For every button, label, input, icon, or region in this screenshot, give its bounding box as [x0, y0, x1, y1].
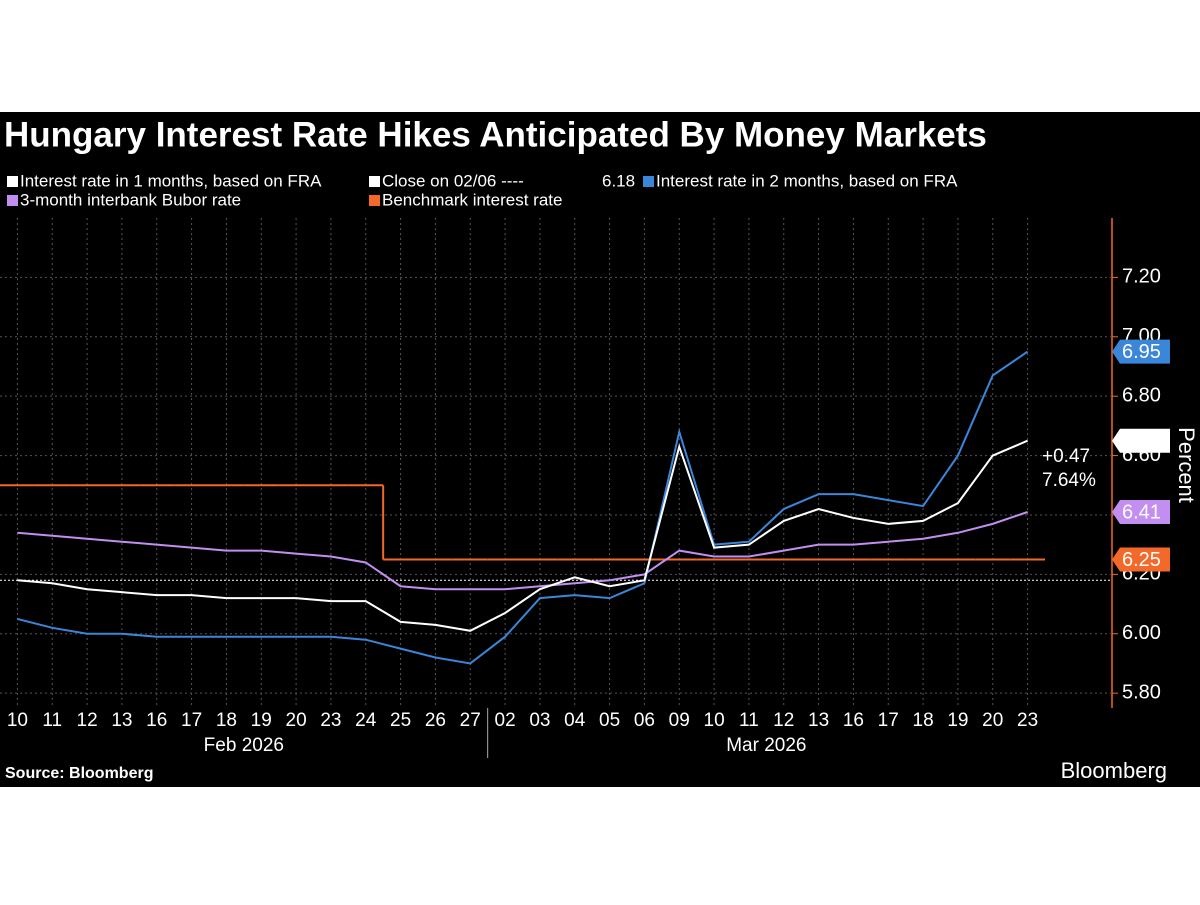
x-tick-label: 05	[599, 710, 620, 731]
x-tick-label: 25	[390, 710, 411, 731]
x-tick-label: 16	[843, 710, 864, 731]
x-tick-label: 19	[251, 710, 272, 731]
x-tick-label: 02	[495, 710, 516, 731]
legend-swatch	[7, 176, 18, 187]
legend-swatch	[643, 176, 654, 187]
brand: Bloomberg	[1061, 758, 1167, 783]
annotation: +0.47	[1042, 446, 1090, 467]
x-tick-label: 10	[7, 710, 28, 731]
series-line	[17, 350, 1029, 665]
x-tick-label: 23	[1017, 710, 1038, 731]
x-tick-label: 13	[111, 710, 132, 731]
y-tick-label: 6.00	[1122, 622, 1161, 644]
legend-label: Close on 02/06 ----	[382, 171, 524, 190]
end-value-label: 6.25	[1122, 549, 1161, 571]
x-tick-label: 18	[913, 710, 934, 731]
x-tick-label: 27	[460, 710, 481, 731]
legend-label: 6.18	[602, 171, 635, 190]
legend-label: 3-month interbank Bubor rate	[20, 190, 241, 209]
end-value-label: 6.95	[1122, 341, 1161, 363]
end-value-label: 6.65	[1122, 430, 1161, 452]
y-tick-label: 7.20	[1122, 266, 1161, 288]
series-line	[17, 439, 1028, 632]
month-label: Mar 2026	[726, 735, 806, 756]
x-tick-label: 17	[878, 710, 899, 731]
value-flag	[1112, 500, 1170, 524]
value-flag	[1112, 339, 1170, 364]
legend-label: Benchmark interest rate	[382, 190, 562, 209]
x-tick-label: 19	[947, 710, 968, 731]
legend-swatch	[7, 195, 18, 206]
x-tick-label: 16	[146, 710, 167, 731]
chart-title: Hungary Interest Rate Hikes Anticipated …	[4, 115, 987, 154]
x-tick-label: 11	[42, 710, 62, 731]
legend-swatch	[369, 195, 380, 206]
x-tick-label: 09	[669, 710, 690, 731]
x-tick-label: 12	[77, 710, 98, 731]
x-tick-label: 26	[425, 710, 446, 731]
annotation: 7.64%	[1042, 470, 1096, 491]
x-tick-label: 20	[982, 710, 1003, 731]
background	[0, 112, 1200, 787]
value-flag	[1112, 547, 1170, 572]
x-tick-label: 12	[773, 710, 794, 731]
x-tick-label: 10	[704, 710, 725, 731]
y-tick-label: 6.80	[1122, 384, 1161, 406]
legend-label: Interest rate in 1 months, based on FRA	[20, 171, 322, 190]
x-tick-label: 06	[634, 710, 655, 731]
x-tick-label: 17	[181, 710, 202, 731]
legend-swatch	[369, 176, 380, 187]
series-line	[17, 511, 1028, 591]
end-value-label: 6.41	[1122, 501, 1161, 523]
x-tick-label: 23	[320, 710, 341, 731]
value-flag	[1112, 428, 1170, 453]
month-label: Feb 2026	[204, 735, 284, 756]
source: Source: Bloomberg	[5, 765, 153, 782]
x-tick-label: 18	[216, 710, 237, 731]
x-tick-label: 20	[286, 710, 307, 731]
y-tick-label: 5.80	[1122, 681, 1161, 703]
x-tick-label: 04	[564, 710, 586, 731]
legend-label: Interest rate in 2 months, based on FRA	[656, 171, 958, 190]
x-tick-label: 13	[808, 710, 829, 731]
x-tick-label: 24	[355, 710, 377, 731]
x-tick-label: 03	[529, 710, 550, 731]
y-axis-label: Percent	[1174, 427, 1199, 503]
x-tick-label: 11	[739, 710, 759, 731]
